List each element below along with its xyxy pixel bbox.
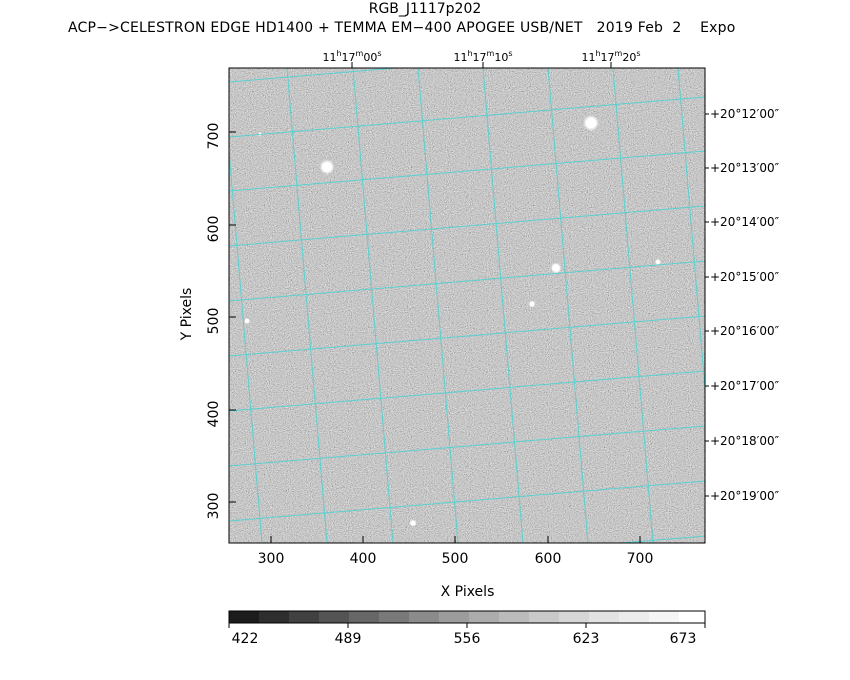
dec-label-3: +20°14′00″ xyxy=(710,215,780,229)
star xyxy=(655,259,661,265)
x-tick-400: 400 xyxy=(349,551,377,567)
star xyxy=(528,300,536,308)
dec-label-4: +20°15′00″ xyxy=(710,270,780,284)
dec-label-5: +20°16′00″ xyxy=(710,324,780,338)
x-axis-label: X Pixels xyxy=(440,584,495,600)
colorbar-label-max: 673 xyxy=(669,631,697,647)
star xyxy=(550,262,562,274)
x-tick-600: 600 xyxy=(534,551,562,567)
ra-label-3: 11h17m20s xyxy=(581,49,641,64)
image-title: RGB_J1117p202 xyxy=(368,1,482,17)
colorbar-label-2: 489 xyxy=(334,631,362,647)
dec-label-2: +20°13′00″ xyxy=(710,161,780,175)
star xyxy=(319,159,335,175)
sky-noise xyxy=(229,68,705,543)
star xyxy=(244,318,250,324)
dec-label-7: +20°18′00″ xyxy=(710,434,780,448)
ra-ticks xyxy=(351,62,612,68)
colorbar xyxy=(228,610,706,628)
dec-label-8: +20°19′00″ xyxy=(710,489,780,503)
dec-label-1: +20°12′00″ xyxy=(710,107,780,121)
colorbar-label-min: 422 xyxy=(231,631,259,647)
star xyxy=(583,115,599,131)
ra-label-2: 11h17m10s xyxy=(453,49,513,64)
x-tick-700: 700 xyxy=(626,551,654,567)
stars xyxy=(244,115,661,527)
x-ticks xyxy=(270,536,641,543)
x-tick-300: 300 xyxy=(257,551,285,567)
colorbar-label-4: 623 xyxy=(572,631,600,647)
x-tick-500: 500 xyxy=(441,551,469,567)
observation-subtitle: ACP−>CELESTRON EDGE HD1400 + TEMMA EM−40… xyxy=(68,20,736,36)
y-ticks xyxy=(229,131,236,503)
star xyxy=(409,519,417,527)
ra-label-1: 11h17m00s xyxy=(322,49,382,64)
dec-ticks xyxy=(705,113,709,497)
dec-label-6: +20°17′00″ xyxy=(710,379,780,393)
colorbar-label-3: 556 xyxy=(453,631,481,647)
coordinate-grid xyxy=(229,68,705,543)
plot-frame xyxy=(228,67,706,544)
